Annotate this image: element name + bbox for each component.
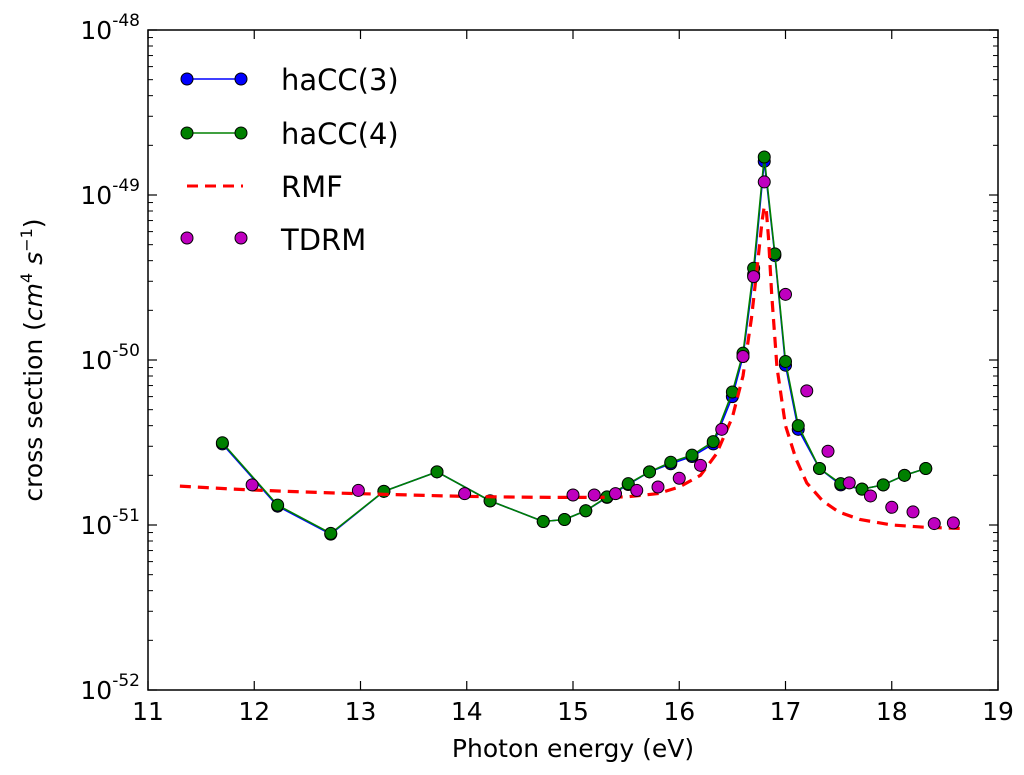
data-point-hacc4 <box>919 462 933 476</box>
data-point-tdrm <box>757 175 771 189</box>
data-point-hacc4 <box>536 515 550 529</box>
data-point-tdrm <box>351 483 365 497</box>
y-axis-label: cross section (cm4 s−1) <box>17 218 48 501</box>
data-point-tdrm <box>651 480 665 494</box>
y-tick-label-exponent: -52 <box>112 671 140 691</box>
data-point-tdrm <box>694 458 707 472</box>
x-tick-label: 19 <box>982 697 1014 726</box>
data-point-tdrm <box>458 487 472 501</box>
data-point-tdrm <box>587 488 601 502</box>
legend-swatch-marker-hacc3 <box>180 72 194 86</box>
data-point-tdrm <box>800 384 814 398</box>
data-point-hacc4 <box>271 498 285 512</box>
series-layer <box>179 150 967 541</box>
legend-label-hacc4: haCC(4) <box>281 117 399 151</box>
plot-background <box>148 30 998 690</box>
data-point-tdrm <box>715 422 729 436</box>
data-point-hacc4 <box>643 465 656 479</box>
x-tick-label: 18 <box>876 697 908 726</box>
data-point-tdrm <box>630 483 644 497</box>
data-point-hacc4 <box>621 477 635 491</box>
legend-swatch-marker-hacc3 <box>234 72 248 86</box>
legend: haCC(3) haCC(4) RMF TDRM <box>180 63 399 257</box>
data-point-hacc4 <box>579 504 593 518</box>
data-point-tdrm <box>906 505 920 519</box>
tick-layer: 11 12 13 14 15 16 17 18 1910-5210-5110-5010-4910… <box>80 11 1014 726</box>
data-point-hacc4 <box>855 482 869 496</box>
data-point-tdrm <box>245 478 259 492</box>
x-tick-label: 17 <box>770 697 802 726</box>
data-point-hacc4 <box>215 436 229 450</box>
y-tick-label-base: 10 <box>80 346 112 375</box>
data-point-hacc4 <box>876 478 890 492</box>
y-axis-label-exp2: −1 <box>17 228 36 252</box>
data-point-hacc4 <box>898 468 911 482</box>
y-axis-label-suffix: ) <box>19 218 48 228</box>
data-point-tdrm <box>885 500 899 514</box>
y-tick-label-exponent: -48 <box>112 11 140 31</box>
data-point-hacc4 <box>757 150 771 164</box>
x-tick-label: 12 <box>238 697 270 726</box>
y-tick-label-base: 10 <box>80 181 112 210</box>
y-tick-label-base: 10 <box>80 676 112 705</box>
y-tick-label: 10-48 <box>80 11 140 45</box>
data-point-hacc4 <box>791 419 805 433</box>
legend-swatch-marker-hacc4 <box>180 126 194 140</box>
y-tick-label: 10-49 <box>80 176 140 210</box>
legend-swatch-marker-hacc4 <box>234 126 248 140</box>
series-line-rmf <box>179 205 967 531</box>
legend-entry-tdrm: TDRM <box>180 223 366 257</box>
data-point-tdrm <box>672 471 686 485</box>
legend-label-tdrm: TDRM <box>280 223 366 257</box>
data-point-tdrm <box>821 444 835 458</box>
legend-swatch-marker-tdrm <box>180 231 194 245</box>
y-tick-label-base: 10 <box>80 511 112 540</box>
y-tick-label-exponent: -51 <box>112 506 140 526</box>
x-tick-label: 16 <box>663 697 695 726</box>
legend-entry-hacc4: haCC(4) <box>180 117 399 151</box>
y-tick-label-exponent: -50 <box>112 341 140 361</box>
y-tick-label-base: 10 <box>80 16 112 45</box>
series-tdrm <box>245 175 960 531</box>
data-point-hacc4 <box>558 512 571 526</box>
data-point-hacc4 <box>779 354 792 368</box>
series-line-hacc4 <box>221 156 926 535</box>
x-tick-label: 15 <box>557 697 589 726</box>
legend-entry-rmf: RMF <box>187 170 343 204</box>
data-point-tdrm <box>736 350 750 364</box>
data-point-hacc4 <box>664 455 678 469</box>
data-point-hacc4 <box>706 435 720 449</box>
y-tick-label: 10-51 <box>80 506 140 540</box>
data-point-hacc4 <box>324 526 338 540</box>
y-axis-label-exp1: 4 <box>17 273 36 283</box>
x-tick-label: 13 <box>345 697 377 726</box>
x-axis-label: Photon energy (eV) <box>452 734 694 763</box>
data-point-tdrm <box>946 516 960 530</box>
data-point-tdrm <box>566 488 580 502</box>
data-point-tdrm <box>779 287 792 301</box>
legend-label-hacc3: haCC(3) <box>281 63 399 97</box>
data-point-hacc4 <box>685 448 699 462</box>
series-rmf <box>179 205 967 531</box>
y-axis-label-unit: cm <box>19 283 48 321</box>
y-tick-label-exponent: -49 <box>112 176 140 196</box>
legend-label-rmf: RMF <box>281 170 343 204</box>
y-axis-label-unit2: s <box>19 252 48 273</box>
y-axis-label-prefix: cross section ( <box>19 321 48 502</box>
data-point-hacc4 <box>430 465 444 479</box>
data-point-tdrm <box>864 489 877 503</box>
data-point-tdrm <box>842 476 856 490</box>
x-tick-label: 14 <box>451 697 483 726</box>
data-point-tdrm <box>747 270 761 284</box>
y-tick-label: 10-52 <box>80 671 140 705</box>
x-tick-label: 11 <box>132 697 164 726</box>
y-tick-label: 10-50 <box>80 341 140 375</box>
data-point-tdrm <box>609 487 622 501</box>
data-point-hacc4 <box>813 462 826 476</box>
legend-swatch-marker-tdrm <box>234 231 248 245</box>
legend-entry-hacc3: haCC(3) <box>180 63 399 97</box>
data-point-tdrm <box>927 517 941 531</box>
